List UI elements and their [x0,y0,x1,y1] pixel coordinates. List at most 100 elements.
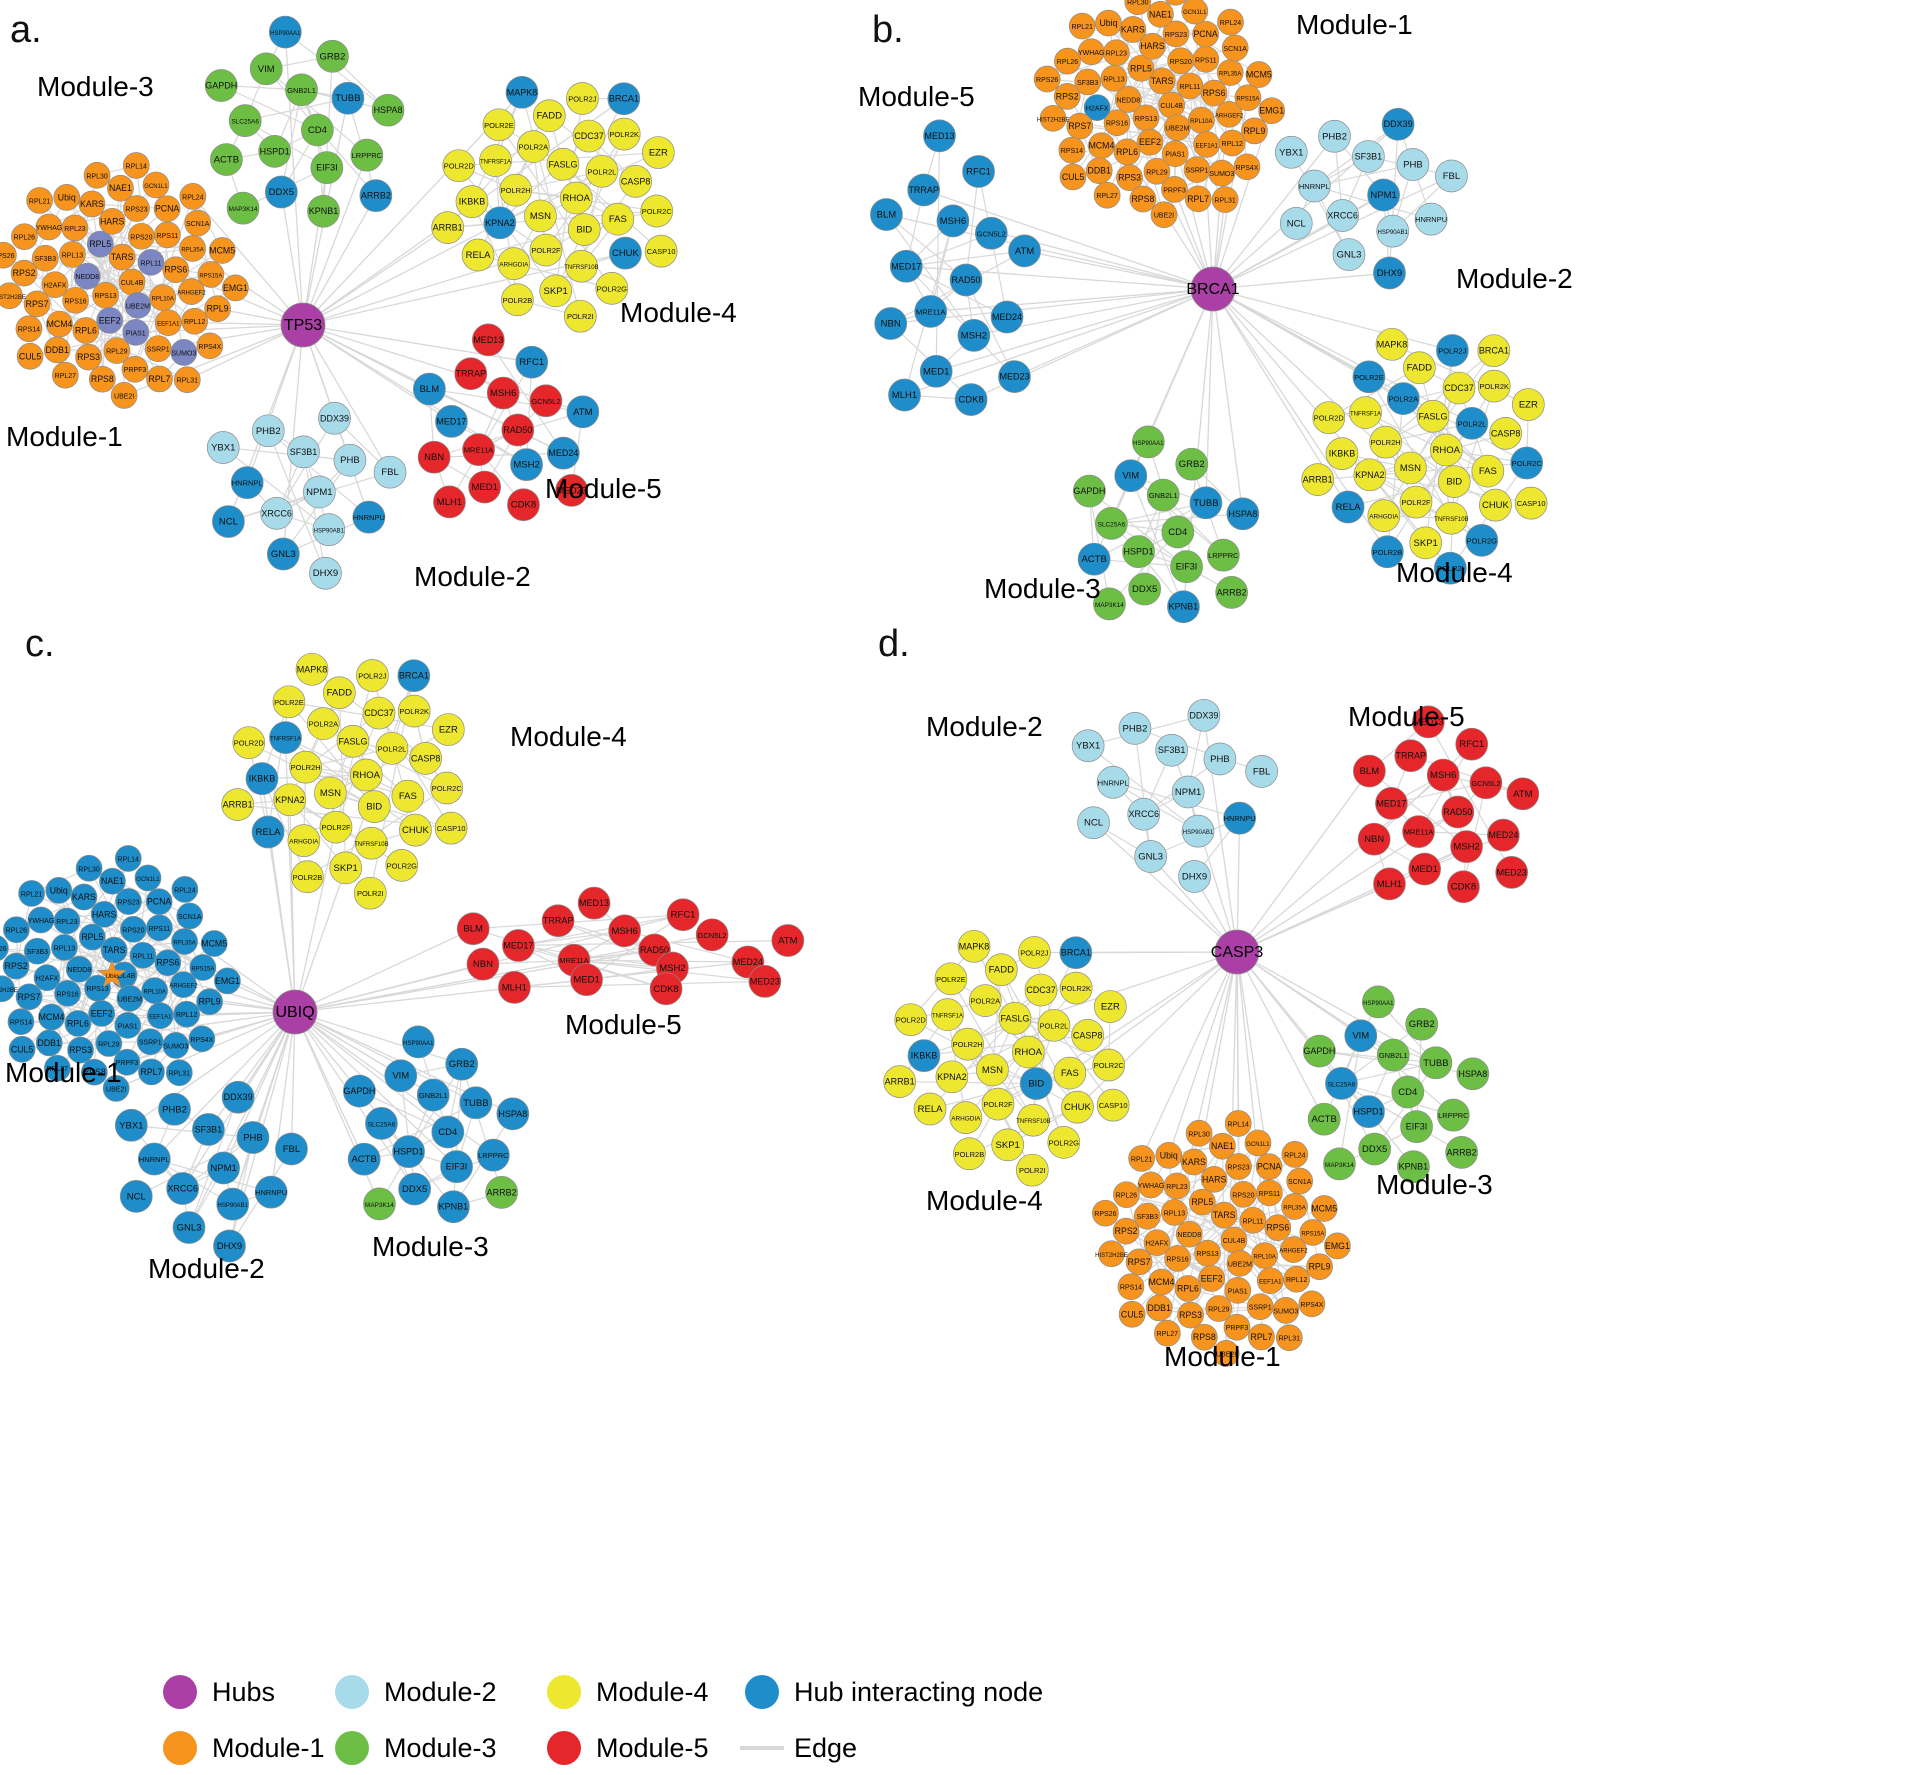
hub-circle [1190,266,1236,312]
node-circle-ddx39 [1187,698,1221,732]
node-ikbkb: IKBKB [455,185,489,218]
node-circle-polr2a [516,130,550,163]
hub-ubiq: UBIQ [272,989,318,1035]
node-circle-casp8 [1489,417,1522,450]
node-med13: MED13 [577,886,611,920]
node-circle-med17 [435,405,468,438]
node-circle-rps7 [1066,112,1094,140]
node-circle-cul5 [8,1035,36,1063]
node-sf3b1: SF3B1 [1352,140,1385,173]
node-rps14: RPS14 [1117,1273,1145,1301]
node-dhx9: DHX9 [1373,256,1406,290]
node-circle-cd4 [1161,515,1195,549]
node-circle-ybx1 [1071,729,1105,763]
node-circle-tnfrsf1a [269,721,302,754]
node-pcna: PCNA [153,195,181,223]
node-circle-casp10 [1096,1088,1130,1122]
node-casp8: CASP8 [409,742,442,775]
node-circle-npm1 [1367,178,1400,212]
node-circle-rpl24 [179,183,207,210]
node-circle-phb2 [251,414,285,448]
node-rps13: RPS13 [1194,1239,1221,1267]
node-polr2j: POLR2J [566,82,599,115]
node-rps11: RPS11 [1192,46,1220,73]
node-gcn5l2: GCN5L2 [695,918,729,952]
node-cul4b: CUL4B [1220,1226,1248,1254]
node-circle-ubiq [53,184,81,211]
node-arrb2: ARRB2 [1445,1136,1479,1169]
edge [1027,952,1077,1053]
node-mre11a: MRE11A [1402,815,1435,849]
hub-edge [267,831,296,1013]
node-ubiq: Ubiq [53,184,81,211]
legend-label: Hub interacting node [794,1677,1043,1707]
node-circle-faslg [1416,399,1450,433]
node-circle-rpl10a [149,284,177,311]
node-circle-tars [1210,1201,1238,1229]
node-circle-mlh1 [433,485,466,519]
node-ddx39: DDX39 [318,401,351,435]
node-circle-cdk8 [649,972,683,1006]
node-circle-casp10 [1514,486,1548,520]
node-circle-polr2e [272,685,306,719]
edge [935,135,941,372]
node-circle-rad50 [949,263,983,297]
node-circle-pias1 [122,319,150,346]
node-circle-actb [1307,1102,1341,1136]
node-circle-arrb2 [1445,1136,1479,1169]
node-circle-polr2d [894,1003,928,1037]
edge [487,339,564,454]
panel-c: CUL4BRPS13TARSUBE2MNEDD8RPL11EEF2RPL5RPL… [0,623,805,1284]
node-circle-gcn1l1 [134,864,162,892]
edge [72,253,163,299]
edge [906,250,1025,267]
node-rpl21: RPL21 [1128,1145,1155,1172]
node-circle-rps26 [1092,1199,1119,1227]
node-ywhag: YWHAG [27,906,55,934]
node-circle-polr2b [953,1137,986,1171]
node-sf3b3: SF3B3 [1133,1202,1161,1230]
node-circle-arhgef2 [178,278,205,305]
node-gnl3: GNL3 [1332,238,1366,271]
node-msh2: MSH2 [957,319,991,352]
node-circle-hsp90ab1 [312,513,346,546]
node-layer: CUL4BRPS13TARSUBE2MNEDD8RPL11EEF2RPL5RPL… [0,15,678,590]
node-circle-rps23 [123,195,150,222]
node-circle-polr2b [1371,535,1404,569]
hub-circle [272,989,318,1035]
node-polr2l: POLR2L [375,731,409,765]
node-circle-rpl7 [1248,1323,1275,1351]
hub-edge [930,288,1214,313]
node-polr2g: POLR2G [385,849,419,882]
node-rps11: RPS11 [146,914,173,942]
node-circle-med17 [502,929,535,962]
node-circle-chuk [1479,488,1512,522]
node-rps6: RPS6 [162,256,190,284]
node-circle-rhoa [349,758,383,792]
edge [1415,1024,1423,1127]
node-circle-hspa8 [1456,1057,1490,1091]
node-rps6: RPS6 [154,949,182,977]
node-polr2d: POLR2D [442,149,476,183]
node-circle-rpl6 [1113,138,1141,166]
node-med13: MED13 [923,119,956,153]
node-msh6: MSH6 [936,204,970,238]
node-med17: MED17 [435,405,468,438]
node-ssrp1: SSRP1 [1246,1293,1274,1321]
node-prpf3: PRPF3 [1223,1313,1251,1341]
node-circle-ybx1 [206,431,240,464]
node-fas: FAS [1053,1056,1087,1090]
node-circle-rpl24 [1217,8,1244,36]
node-circle-rpl7 [1184,185,1212,213]
edge [1410,755,1524,795]
node-circle-hsp90ab1 [216,1187,250,1221]
node-circle-fas [601,202,635,236]
hub-edge [22,1011,296,1050]
node-circle-nbn [874,307,908,340]
node-ddb1: DDB1 [1085,157,1113,185]
node-circle-cul4b [1158,91,1185,119]
node-hsp90aa1: HSP90AA1 [1131,425,1165,459]
node-rps20: RPS20 [1230,1180,1257,1208]
node-fas: FAS [601,202,635,236]
node-ezr: EZR [431,713,465,746]
